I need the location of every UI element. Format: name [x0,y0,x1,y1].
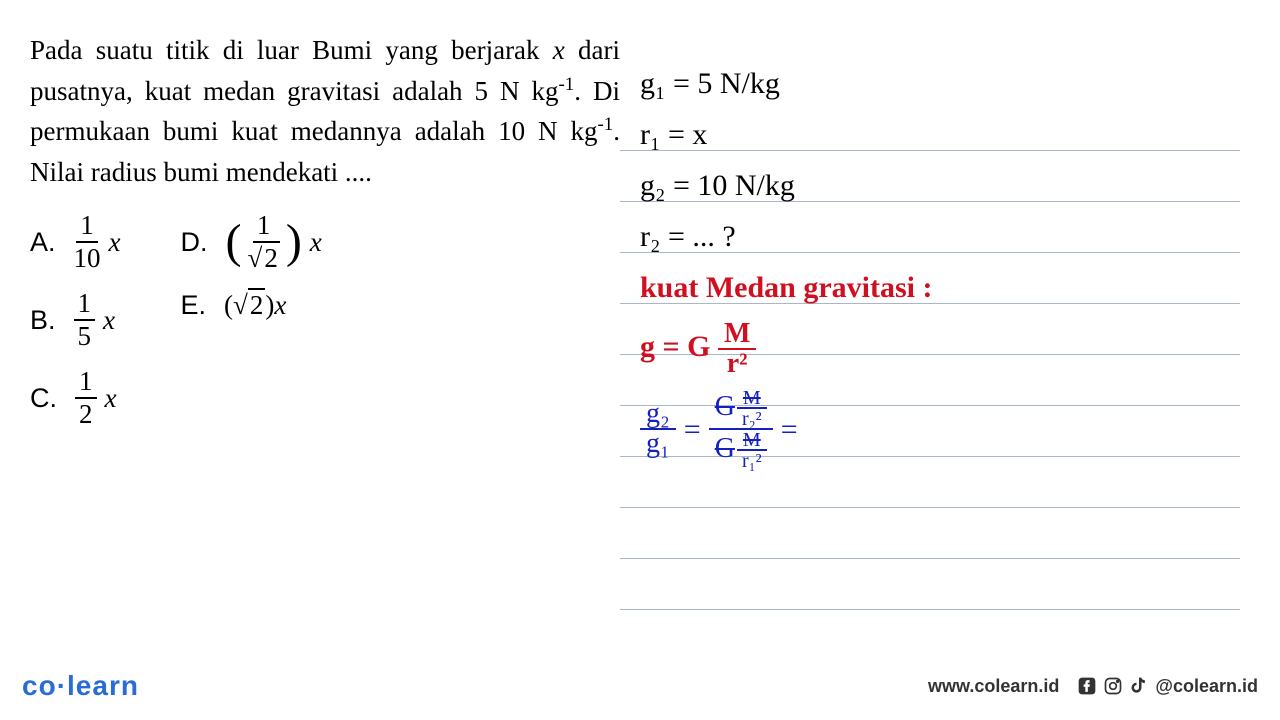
ratio-equation: g₂g₁ = GMr₂² GMr₁² = [640,369,1260,452]
website-url: www.colearn.id [928,676,1059,697]
tiktok-icon [1129,676,1149,696]
brand-logo: co·learn [22,670,139,702]
formula-g: g = G Mr² [640,321,1260,377]
option-b: B. 15 x [30,290,121,350]
social-links: @colearn.id [1077,676,1258,697]
given-g1: g₁ = 5 N/kg [640,58,1260,109]
option-d: D. ( 1√2 ) x [181,212,322,272]
option-c: C. 12 x [30,368,121,428]
asked-r2: r₂ = ... ? [640,211,1260,262]
given-r1: r₁ = x [640,109,1260,160]
facebook-icon [1077,676,1097,696]
section-title: kuat Medan gravitasi : [640,262,1260,313]
given-g2: g₂ = 10 N/kg [640,160,1260,211]
question-text: Pada suatu titik di luar Bumi yang berja… [30,30,620,192]
instagram-icon [1103,676,1123,696]
option-a: A. 110 x [30,212,121,272]
social-handle: @colearn.id [1155,676,1258,697]
answer-options: A. 110 x B. 15 x C. 12 x D. ( [30,212,620,428]
option-e: E. (√2)x [181,290,322,321]
handwritten-work: g₁ = 5 N/kg r₁ = x g₂ = 10 N/kg r₂ = ...… [640,58,1260,452]
